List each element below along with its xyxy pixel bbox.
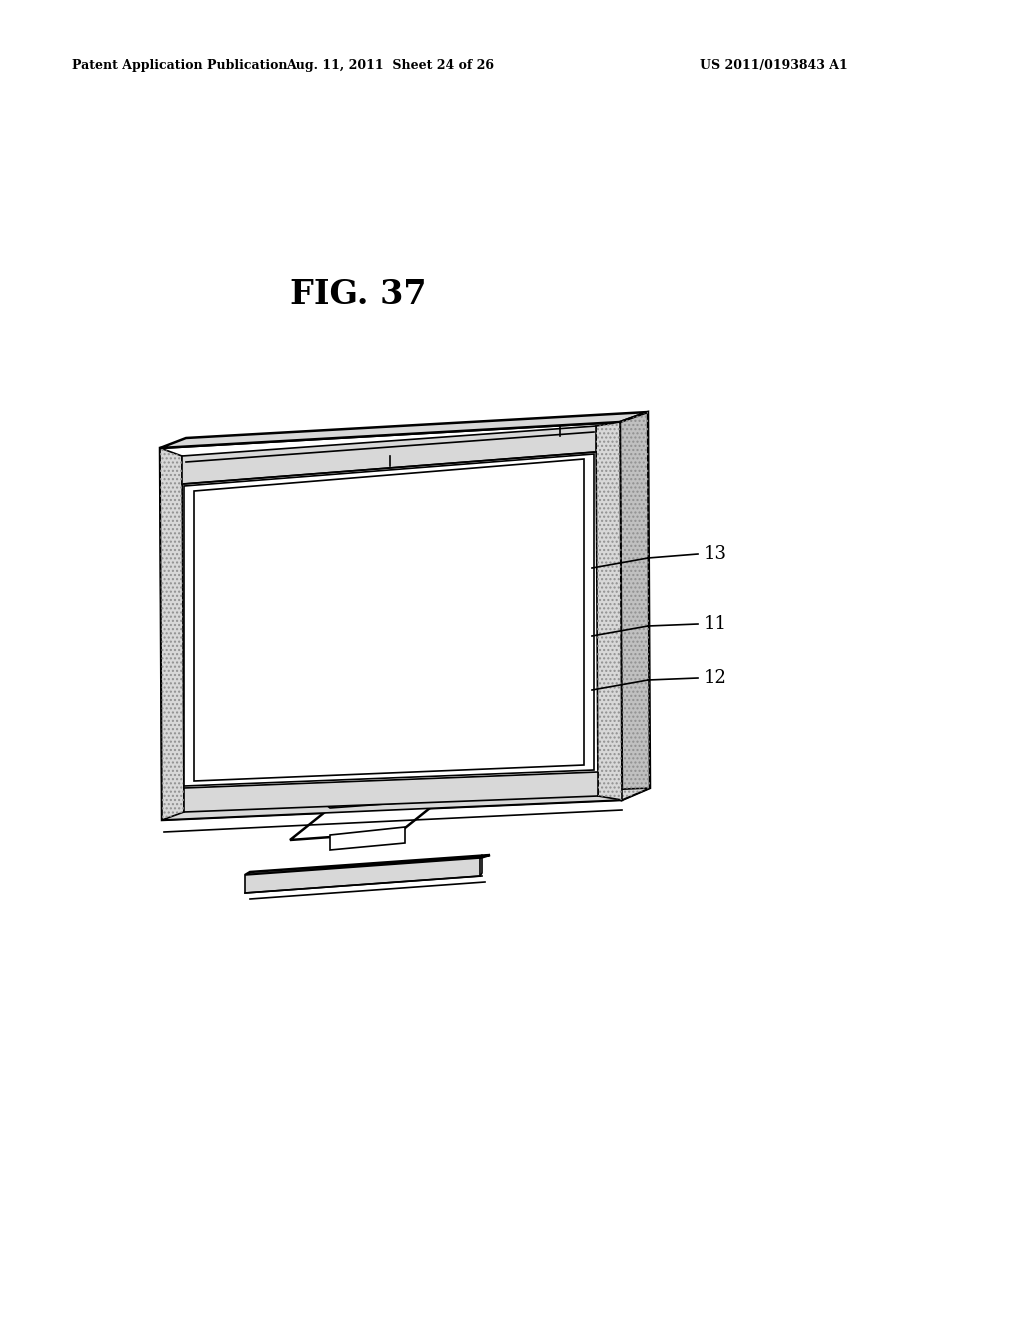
- Polygon shape: [184, 772, 598, 812]
- Polygon shape: [184, 454, 594, 785]
- Text: 11: 11: [705, 615, 727, 634]
- Polygon shape: [245, 855, 490, 875]
- Polygon shape: [319, 793, 440, 808]
- Polygon shape: [160, 447, 184, 820]
- Polygon shape: [194, 459, 584, 781]
- Text: US 2011/0193843 A1: US 2011/0193843 A1: [700, 58, 848, 71]
- Polygon shape: [160, 412, 648, 447]
- Polygon shape: [182, 426, 596, 484]
- Text: 12: 12: [705, 669, 727, 686]
- Text: Patent Application Publication: Patent Application Publication: [72, 58, 288, 71]
- Polygon shape: [330, 828, 406, 850]
- Polygon shape: [160, 422, 622, 820]
- Text: 13: 13: [705, 545, 727, 564]
- Polygon shape: [620, 412, 650, 800]
- Polygon shape: [596, 422, 622, 800]
- Polygon shape: [245, 858, 480, 894]
- Polygon shape: [162, 788, 650, 820]
- Polygon shape: [290, 800, 440, 840]
- Text: Aug. 11, 2011  Sheet 24 of 26: Aug. 11, 2011 Sheet 24 of 26: [286, 58, 494, 71]
- Text: FIG. 37: FIG. 37: [290, 279, 426, 312]
